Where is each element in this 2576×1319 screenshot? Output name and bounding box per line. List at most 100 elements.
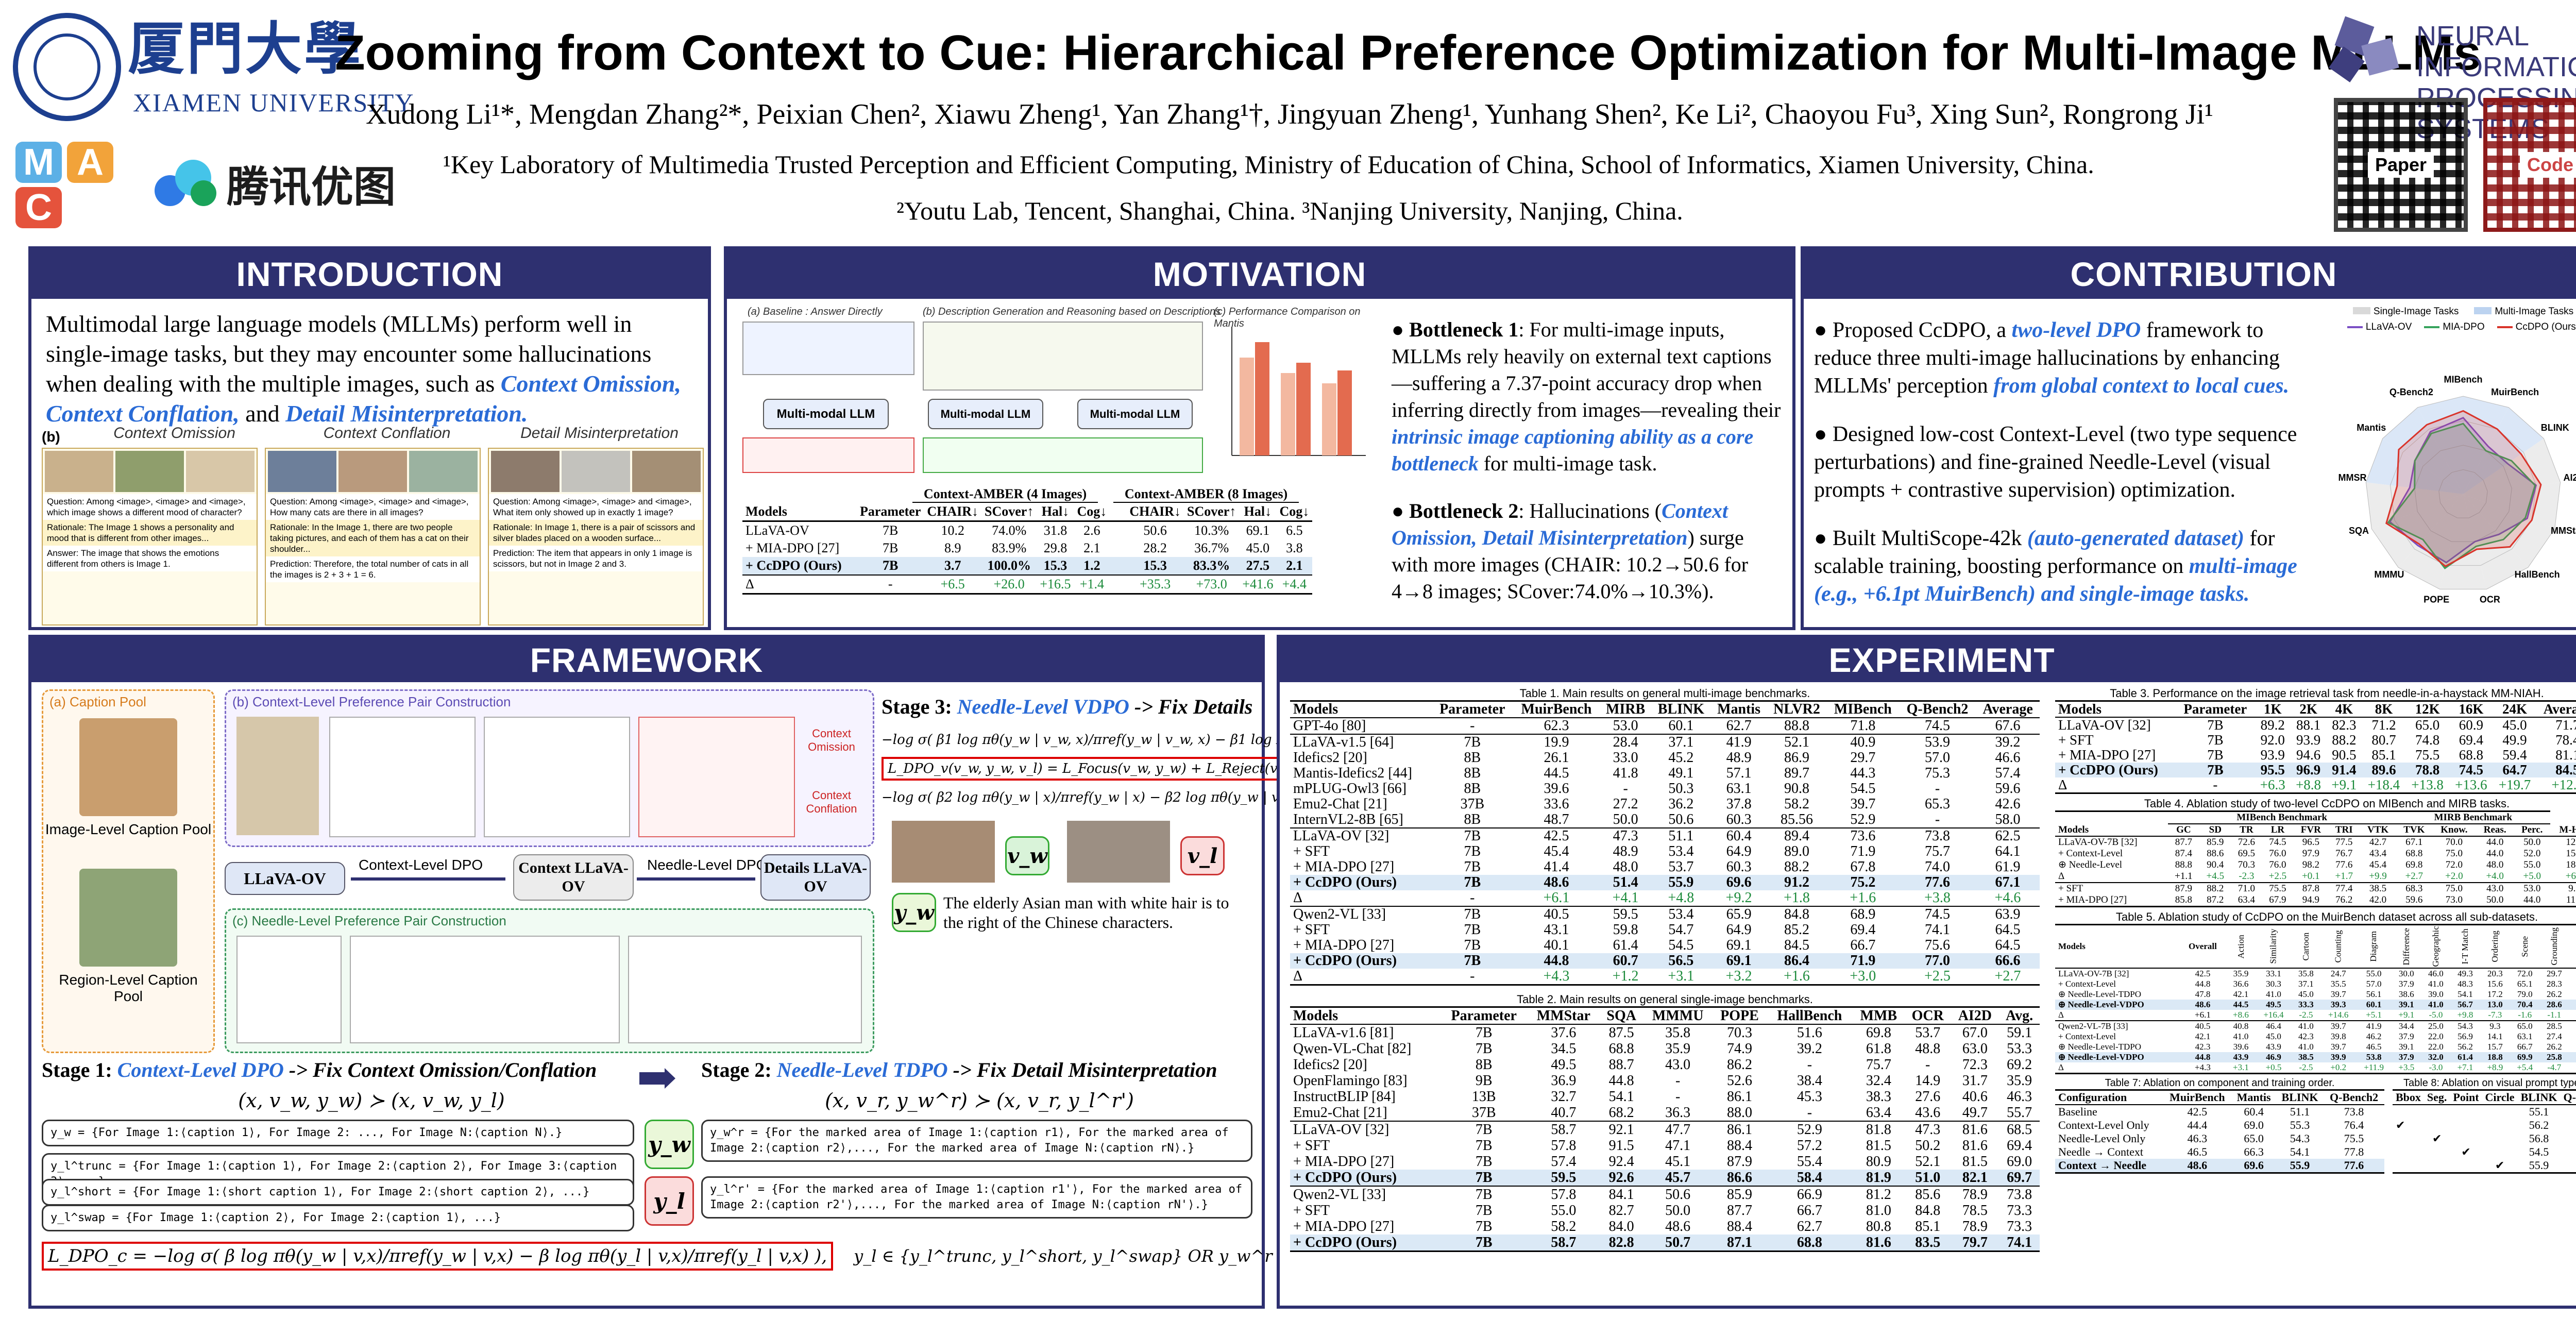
table-cell: 69.4 [2459,732,2483,748]
table-cell: 54.3 [2290,1132,2310,1145]
table-cell: LLaVA-OV [32] [2055,717,2176,733]
table-cell: + Context-Level [2058,848,2123,859]
table-row: ⊕ Needle-Level-TDPO 47.8 42.1 41.0 45.0 39.7 5… [2055,989,2576,1000]
table-cell: 88.7 [1608,1057,1634,1073]
needle-region-captions [236,936,342,1043]
table-cell: 72.6 [2231,836,2262,848]
table-cell: 7B [1475,1219,1493,1235]
table-cell: 93.9 [2296,732,2321,748]
code-qr-code[interactable]: Code [2483,98,2576,232]
fig-a-prediction [742,437,914,473]
table-column-header: TVK [2403,824,2425,835]
table-4: MIBench Benchmark MIRB Benchmark Models GC S… [2055,810,2576,907]
table-group-header: MIRB Benchmark [2396,810,2550,824]
table-cell: 32.7 [1551,1089,1577,1105]
table-cell: 81.2 [1852,1186,1905,1203]
stage-3: Stage 3: Needle-Level VDPO -> Fix Detail… [882,695,1453,932]
table-cell: 66.7 [1850,937,1876,953]
table-column-header: Models [1290,1006,1440,1024]
affiliation-1: ¹Key Laboratory of Multimedia Trusted Pe… [443,150,2094,179]
table-cell: 7B [1431,734,1513,750]
table-cell: 82.3 [2326,717,2362,733]
table-cell: 61.4 [1613,937,1638,953]
table-column-header: Seg. [2424,1089,2450,1105]
fig-b-llm-2: Multi-modal LLM [1077,399,1193,429]
table-row: Qwen2-VL-7B [33] 40.5 40.8 46.4 41.0 39.7 41.9… [2055,1020,2576,1031]
table-column-header: Models [2055,700,2176,717]
table-cell: 63.1 [1726,781,1752,797]
table-cell: 53.4 [1668,843,1694,859]
context-dpo-label: Context-Level DPO [359,857,483,873]
table-cell: 7B [1475,1041,1493,1057]
table-cell: ⊕ Needle-Level-TDPO [2058,1042,2142,1052]
table-row: LLaVA-OV [32] 7B 58.7 92.1 47.7 86.1 52.9 81.8 4… [1290,1121,2040,1138]
model-details-llava: Details LLaVA-OV [760,854,871,901]
table-cell: 68.8 [2405,848,2423,859]
radar-series-2 [2385,410,2542,568]
table-cell: 70.3 [1713,1024,1767,1041]
needle-regions [628,936,862,1043]
table-cell: 24.7 [2320,968,2357,979]
table-row: + MIA-DPO [27] 7B 40.1 61.4 54.5 69.1 84.5 66.7… [1290,938,2040,953]
experiment-right-column: Table 3. Performance on the image retrie… [2055,687,2576,1179]
table-cell: 77.6 [2324,1159,2384,1174]
table-row: + Context-Level 42.1 41.0 45.0 42.3 39.8 46.2 3… [2055,1031,2576,1042]
table-cell: 86.6 [1713,1170,1767,1186]
table-cell: 81.6 [1951,1121,1999,1138]
caption-pool-box: (a) Caption Pool Image-Level Caption Poo… [42,689,215,1053]
table-cell: + CcDPO (Ours) [1290,875,1432,890]
case-2-question: Question: Among <image>, <image> and <im… [266,494,480,520]
radar-grid-ring [2414,445,2512,542]
table-cell: 26.2 [2546,1042,2562,1052]
table-cell: 92.1 [1600,1121,1643,1138]
table-cell: 58.7 [1527,1121,1600,1138]
table-cell: 58.2 [1551,1219,1577,1235]
table-cell: 80.7 [2371,732,2396,748]
table-cell: +9.1 [2326,777,2362,794]
table-cell: 85.6 [1904,1186,1951,1203]
table-7-8-row: Table 7: Ablation on component and train… [2055,1077,2576,1179]
table-cell: +9.1 [2398,1010,2415,1020]
motivation-panel: MOTIVATION (a) Baseline : Answer Directl… [724,246,1795,630]
table-cell: 55.9 [1651,875,1711,890]
table-cell: 68.5 [1999,1121,2040,1138]
table-cell: Qwen2-VL-7B [33] [2055,1020,2180,1031]
yw-tag: y_w [645,1120,694,1169]
table-cell: +4.1 [1612,890,1639,906]
table-cell: 55.0 [2356,968,2392,979]
table-cell: +0.2 [2320,1062,2357,1074]
table-cell: 66.3 [2244,1145,2264,1158]
ctx-rejected [638,717,795,837]
table-column-header: Grounding [2539,924,2569,968]
table-cell: +9.8 [2457,1010,2473,1020]
table-cell: 39.6 [2233,1042,2249,1052]
table-cell: 37B [1460,796,1485,812]
table-cell: 84.8 [1915,1203,1941,1219]
poster-title: Zooming from Context to Cue: Hierarchica… [335,25,2481,80]
table-cell: 89.6 [2362,763,2406,777]
table-cell: 41.0 [2266,989,2281,999]
contribution-3: ● Built MultiScope-42k (auto-generated d… [1814,527,2297,606]
table-column-header: Avg. [1999,1006,2040,1024]
table-cell: 76.2 [2328,894,2360,907]
table-cell: +0.1 [2302,871,2320,882]
table-cell: 29.7 [1850,750,1876,766]
paper-qr-code[interactable]: Paper [2334,98,2468,232]
radar-sector [2463,482,2561,529]
ctx-chosen [484,717,630,837]
table-cell: 28.4 [1600,734,1652,750]
table-cell: 42.5 [2163,1104,2232,1119]
table-cell: 64.9 [1726,843,1752,859]
table-row: Needle-Level Only 46.3 65.0 54.3 75.5 [2055,1132,2384,1145]
ylr-box: y_l^r' = {For the marked area of Image 1… [701,1176,1252,1219]
table-column-header: TRI [2335,824,2353,835]
table-cell: +4.8 [1668,890,1694,906]
table-column-header: BLINK [1651,700,1711,718]
table-column-header: MMB [1852,1006,1905,1024]
table-cell: -1.0 [2569,1010,2576,1021]
table-caption: Table 3. Performance on the image retrie… [2110,687,2544,700]
table-cell: 98.2 [2302,859,2319,870]
table-cell: 48.9 [1613,843,1638,859]
contribution-1: ● Proposed CcDPO, a two-level DPO framew… [1814,318,2290,398]
table-row: mPLUG-Owl3 [66] 8B 39.6 - 50.3 63.1 90.8 54.5 - 5… [1290,781,2040,797]
